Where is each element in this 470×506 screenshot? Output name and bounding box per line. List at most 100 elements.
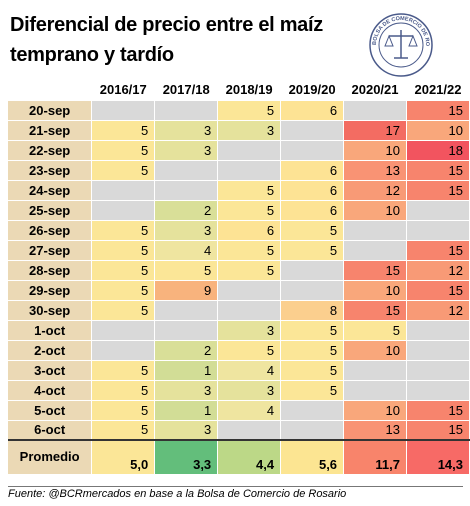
price-differential-table: 2016/17 2017/18 2018/19 2019/20 2020/21 2021/… [8,80,470,475]
row-date-label: 24-sep [8,180,93,201]
source-note: Fuente: @BCRmercados en base a la Bolsa … [8,486,463,502]
value-cell: 5 [91,400,156,421]
value-cell: 4 [217,400,282,421]
average-cell: 4,4 [217,439,282,475]
value-cell: 15 [406,180,470,201]
value-cell: 5 [91,280,156,301]
row-date-label: 6-oct [8,420,93,441]
value-cell [406,380,470,401]
row-date-label: 29-sep [8,280,93,301]
value-cell [91,340,156,361]
value-cell: 13 [343,160,407,181]
value-cell: 3 [217,120,282,141]
value-cell [343,380,407,401]
svg-text:BOLSA DE COMERCIO DE ROSARIO: BOLSA DE COMERCIO DE ROSARIO [368,12,430,47]
value-cell: 6 [217,220,282,241]
value-cell [343,240,407,261]
value-cell: 5 [91,220,156,241]
page-title: Diferencial de precio entre el maíz temp… [10,14,323,66]
average-label: Promedio [8,439,93,475]
value-cell [343,220,407,241]
value-cell: 5 [217,340,282,361]
value-cell: 5 [91,120,156,141]
value-cell: 6 [280,160,345,181]
value-cell: 15 [406,240,470,261]
value-cell [217,280,282,301]
value-cell: 1 [154,360,219,381]
table-row: 27-sep 5 4 5 5 15 [8,240,470,261]
row-date-label: 23-sep [8,160,93,181]
value-cell: 6 [280,200,345,221]
value-cell [343,100,407,121]
value-cell [217,140,282,161]
value-cell: 5 [91,140,156,161]
column-header: 2021/22 [406,80,470,101]
value-cell: 5 [217,240,282,261]
value-cell: 15 [406,420,470,441]
average-cell: 5,0 [91,439,156,475]
value-cell [280,420,345,441]
table-row: 1-oct 3 5 5 [8,320,470,341]
value-cell: 5 [217,100,282,121]
column-header: 2020/21 [343,80,407,101]
value-cell: 2 [154,200,219,221]
row-date-label: 3-oct [8,360,93,381]
row-date-label: 21-sep [8,120,93,141]
value-cell: 5 [217,260,282,281]
value-cell [154,100,219,121]
value-cell: 15 [343,260,407,281]
table-row: 5-oct 5 1 4 10 15 [8,400,470,421]
table-row: 21-sep 5 3 3 17 10 [8,120,470,141]
value-cell [154,160,219,181]
value-cell: 5 [91,240,156,261]
value-cell: 15 [406,280,470,301]
value-cell: 3 [217,380,282,401]
value-cell: 5 [91,360,156,381]
table-row: 20-sep 5 6 15 [8,100,470,121]
value-cell: 10 [343,140,407,161]
row-date-label: 27-sep [8,240,93,261]
table-row: 6-oct 5 3 13 15 [8,420,470,441]
average-row: Promedio 5,0 3,3 4,4 5,6 11,7 14,3 [8,439,470,475]
value-cell: 10 [343,400,407,421]
value-cell [280,260,345,281]
value-cell [154,300,219,321]
value-cell [91,180,156,201]
average-cell: 5,6 [280,439,345,475]
value-cell: 17 [343,120,407,141]
value-cell: 12 [406,260,470,281]
value-cell: 13 [343,420,407,441]
table-row: 24-sep 5 6 12 15 [8,180,470,201]
value-cell: 3 [154,140,219,161]
value-cell: 3 [154,380,219,401]
value-cell [217,420,282,441]
table-row: 4-oct 5 3 3 5 [8,380,470,401]
value-cell: 9 [154,280,219,301]
value-cell: 2 [154,340,219,361]
value-cell: 3 [217,320,282,341]
value-cell: 5 [217,180,282,201]
value-cell: 5 [217,200,282,221]
value-cell [280,140,345,161]
value-cell [280,120,345,141]
row-date-label: 25-sep [8,200,93,221]
table-row: 22-sep 5 3 10 18 [8,140,470,161]
value-cell: 5 [154,260,219,281]
row-date-label: 1-oct [8,320,93,341]
value-cell [406,360,470,381]
value-cell: 10 [343,200,407,221]
row-date-label: 20-sep [8,100,93,121]
value-cell [91,200,156,221]
table-row: 23-sep 5 6 13 15 [8,160,470,181]
value-cell: 15 [343,300,407,321]
value-cell [154,320,219,341]
value-cell [154,180,219,201]
value-cell [217,300,282,321]
value-cell: 5 [91,260,156,281]
value-cell: 6 [280,100,345,121]
row-date-label: 26-sep [8,220,93,241]
table-body: 20-sep 5 6 15 21-sep 5 3 3 17 10 22-sep 5 3 10 18 23-se… [8,100,470,475]
value-cell [217,160,282,181]
value-cell: 12 [343,180,407,201]
value-cell [343,360,407,381]
